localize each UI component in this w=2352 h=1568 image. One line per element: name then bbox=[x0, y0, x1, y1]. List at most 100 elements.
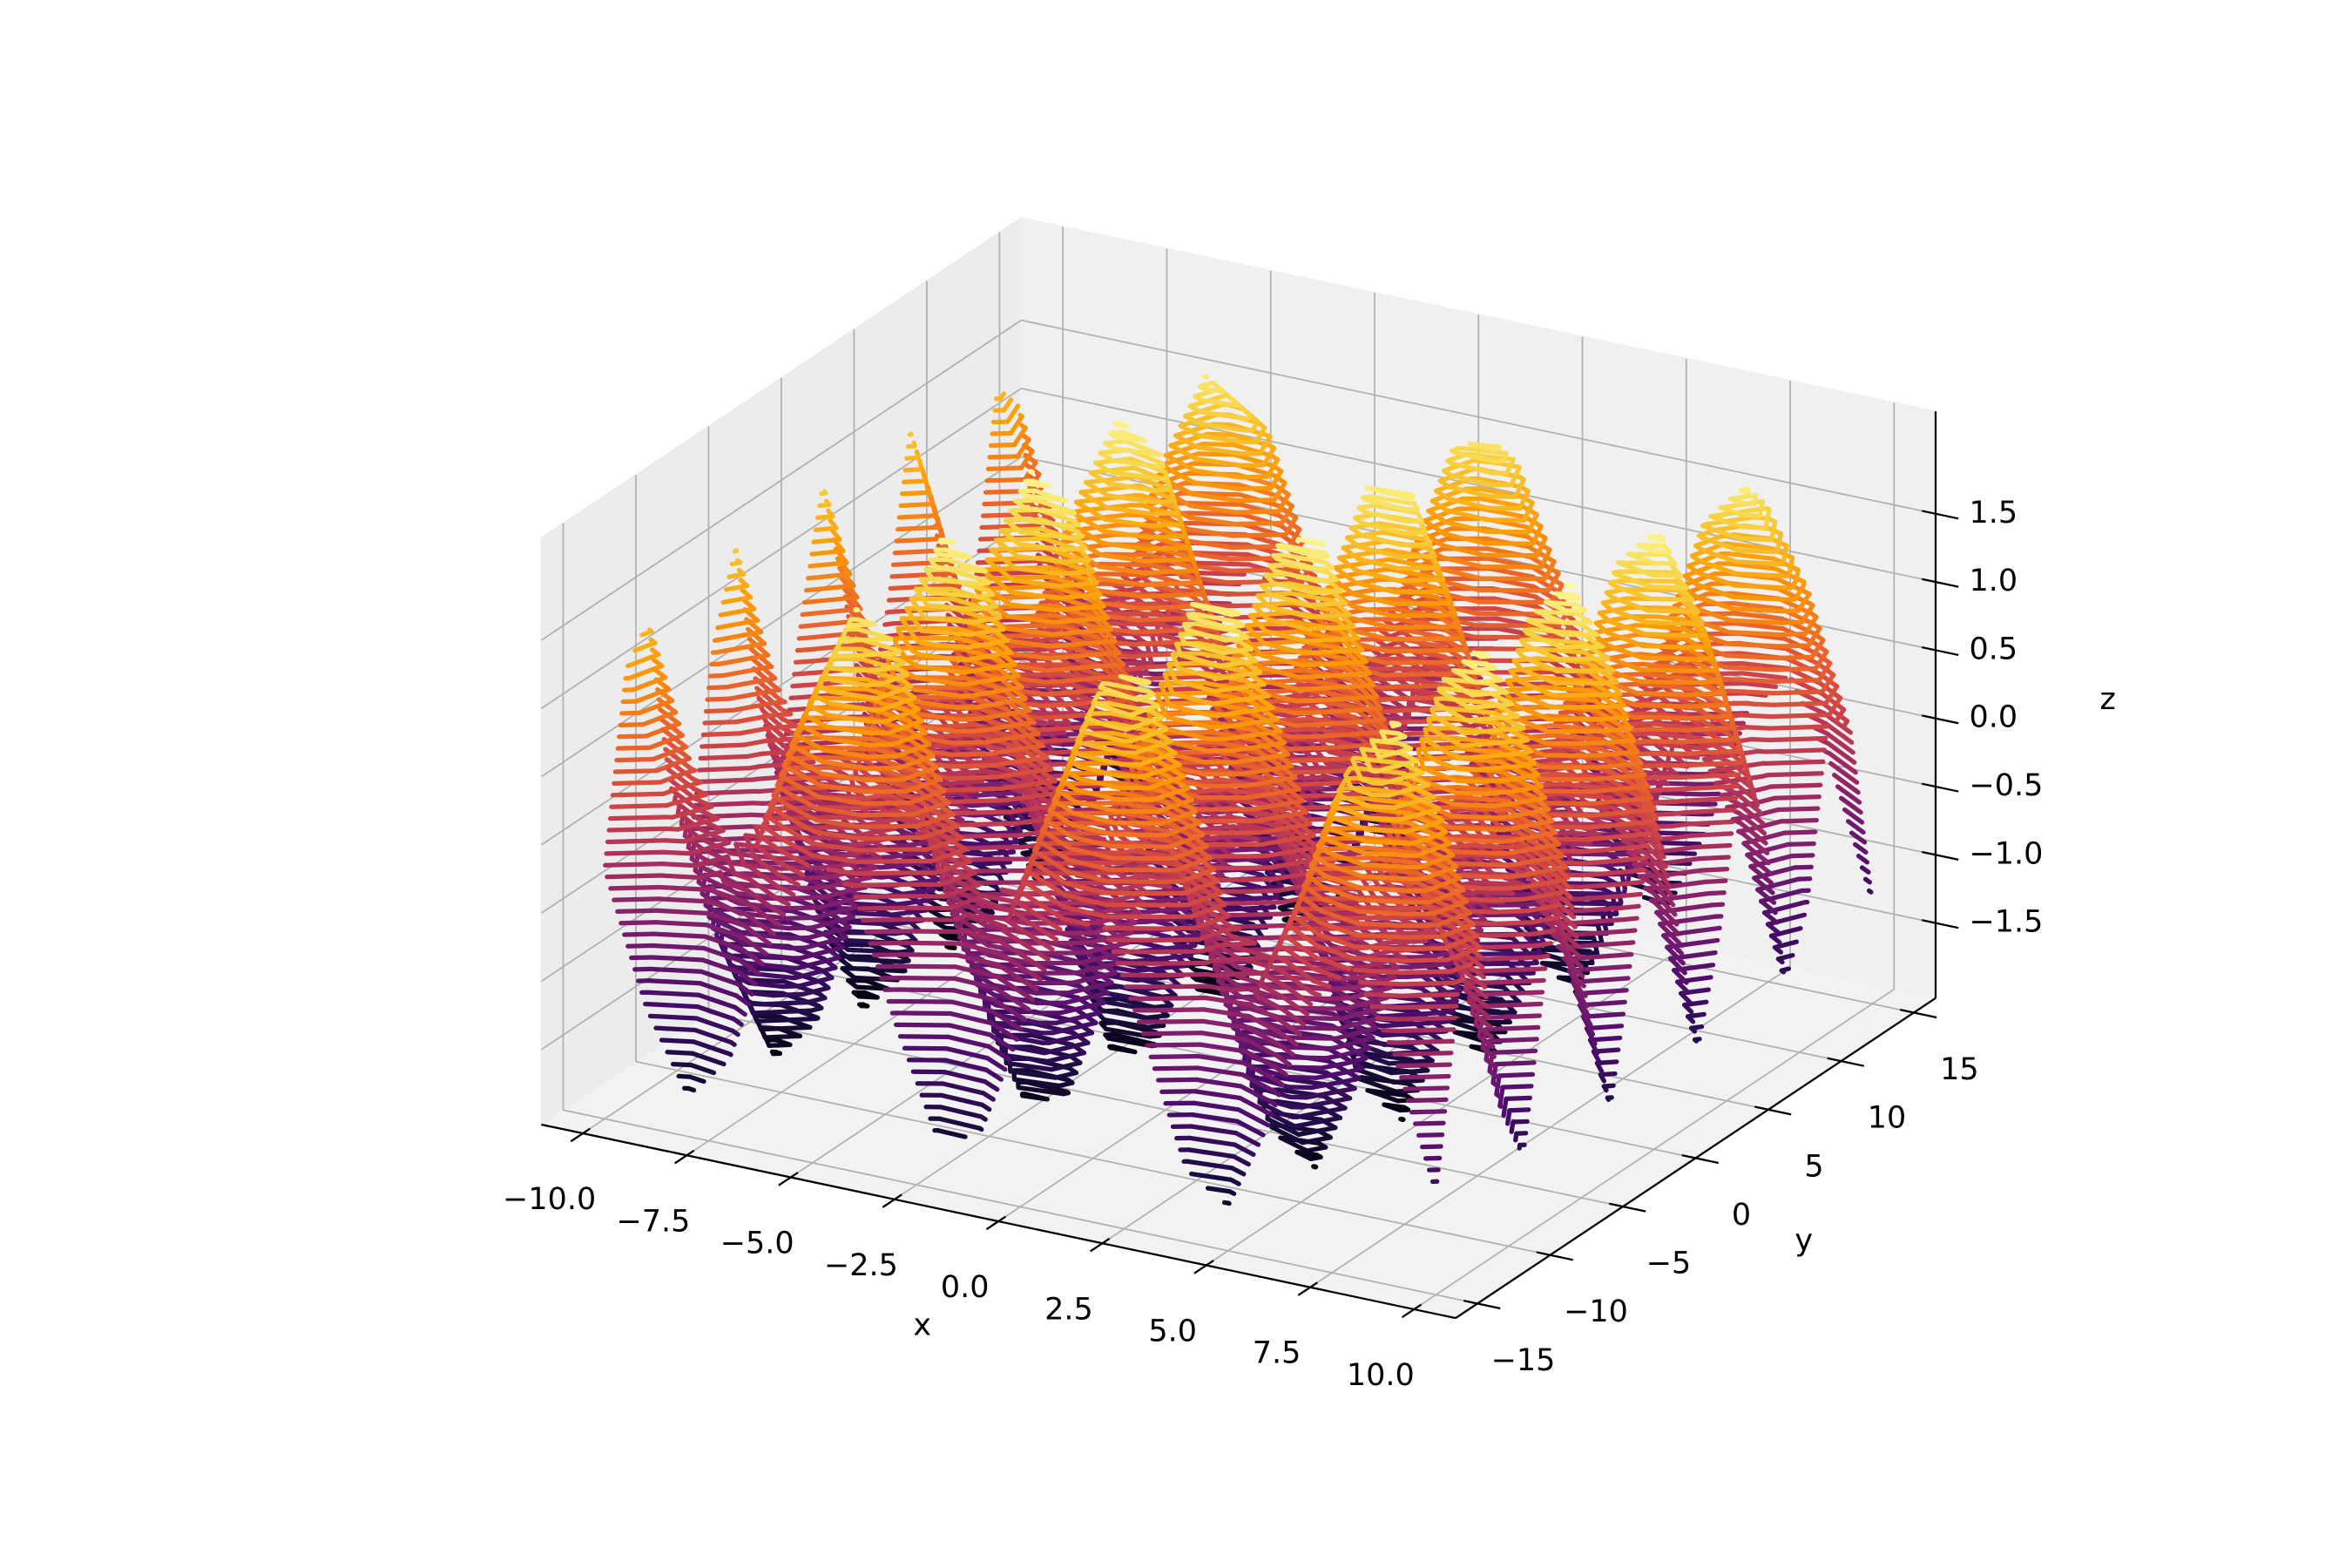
contour-segment bbox=[1729, 606, 1786, 614]
contour-segment bbox=[817, 502, 832, 509]
y-tick-label: 10 bbox=[1868, 1101, 1907, 1136]
z-tick bbox=[1922, 714, 1959, 725]
contour-segment bbox=[1442, 531, 1488, 546]
contour-segment bbox=[1845, 819, 1866, 835]
contour-segment bbox=[1235, 485, 1274, 491]
contour-segment bbox=[1438, 566, 1484, 581]
contour-segment bbox=[1478, 496, 1526, 510]
contour-segment bbox=[1143, 1013, 1170, 1021]
contour-segment bbox=[1429, 498, 1450, 513]
contour-segment bbox=[1108, 470, 1159, 481]
z-tick-label: 1.0 bbox=[1969, 564, 2017, 598]
contour-segment bbox=[1772, 556, 1801, 572]
contour-segment bbox=[1451, 449, 1497, 464]
contour-segment bbox=[1265, 457, 1281, 479]
contour-segment bbox=[1693, 842, 1733, 850]
contour-segment bbox=[808, 560, 849, 569]
contour-segment bbox=[1443, 635, 1465, 641]
contour-segment bbox=[1679, 760, 1743, 768]
contour-segment bbox=[1683, 725, 1736, 733]
contour-segment bbox=[751, 1008, 814, 1016]
contour-segment bbox=[793, 659, 815, 665]
contour-segment bbox=[1099, 540, 1150, 552]
contour-segment bbox=[1495, 625, 1527, 636]
contour-segment bbox=[1691, 731, 1742, 737]
contour-segment bbox=[1140, 580, 1203, 587]
contour-segment bbox=[1254, 425, 1267, 444]
y-tick bbox=[1827, 1057, 1864, 1067]
contour-segment bbox=[1224, 904, 1277, 912]
contour-segment bbox=[1288, 677, 1309, 684]
contour-segment bbox=[1784, 656, 1822, 676]
contour-segment bbox=[1686, 819, 1735, 827]
contour-segment bbox=[1257, 434, 1273, 456]
contour-segment bbox=[1181, 562, 1232, 573]
contour-segment bbox=[1138, 604, 1201, 612]
contour-segment bbox=[1725, 641, 1781, 649]
contour-segment bbox=[1132, 641, 1146, 647]
contour-segment bbox=[1397, 553, 1437, 559]
contour-segment bbox=[1517, 489, 1531, 511]
contour-segment bbox=[1272, 480, 1288, 503]
contour-segment bbox=[800, 606, 863, 618]
contour-segment bbox=[980, 511, 1037, 518]
contour-segment bbox=[1145, 1023, 1166, 1030]
contour-segment bbox=[1456, 445, 1509, 456]
contour-segment bbox=[1652, 739, 1686, 745]
x-tick bbox=[1401, 1303, 1423, 1319]
contour-segment bbox=[1779, 968, 1787, 975]
contour-segment bbox=[1772, 794, 1821, 801]
contour-segment bbox=[1390, 612, 1451, 618]
contour-segment bbox=[980, 860, 1013, 867]
grid-line bbox=[635, 1060, 1551, 1256]
grid-line bbox=[563, 1109, 1478, 1305]
contour-segment bbox=[1205, 589, 1229, 597]
grid-line bbox=[540, 388, 1022, 709]
contour-segment bbox=[1385, 659, 1445, 666]
contour-segment bbox=[1110, 457, 1160, 470]
contour-segment bbox=[1740, 512, 1762, 518]
contour-segment bbox=[849, 966, 906, 974]
contour-segment bbox=[1398, 695, 1441, 701]
z-tick bbox=[1922, 919, 1959, 929]
x-tick-label: 0.0 bbox=[941, 1270, 990, 1305]
contour-segment bbox=[1779, 619, 1805, 625]
contour-segment bbox=[894, 536, 945, 544]
contour-segment bbox=[1125, 616, 1141, 623]
contour-segment bbox=[781, 983, 802, 990]
contour-segment bbox=[1434, 488, 1451, 502]
contour-segment bbox=[1191, 480, 1240, 491]
contour-segment bbox=[1855, 854, 1870, 865]
contour-segment bbox=[1379, 684, 1399, 691]
contour-segment bbox=[901, 478, 928, 484]
contour-segment bbox=[1467, 441, 1498, 452]
contour-segment bbox=[1375, 707, 1408, 715]
contour-segment bbox=[1696, 855, 1731, 862]
x-tick bbox=[778, 1172, 799, 1186]
contour-segment bbox=[1436, 578, 1483, 593]
contour-segment bbox=[1560, 890, 1619, 897]
contour-segment bbox=[1189, 491, 1240, 504]
contour-segment bbox=[1681, 737, 1740, 745]
contour-segment bbox=[1183, 413, 1202, 427]
grid-line bbox=[708, 1012, 1624, 1207]
contour-segment bbox=[1722, 665, 1779, 672]
contour-segment bbox=[1195, 451, 1238, 457]
contour-segment bbox=[1679, 795, 1739, 804]
contour-segment bbox=[1689, 831, 1734, 838]
contour-segment bbox=[1011, 681, 1072, 687]
contour-segment bbox=[990, 430, 1014, 436]
contour-segment bbox=[988, 443, 1017, 449]
contour-segment bbox=[1151, 498, 1177, 504]
contour-segment bbox=[698, 754, 750, 761]
contour-segment bbox=[1038, 713, 1075, 720]
contour-segment bbox=[848, 956, 903, 964]
contour-segment bbox=[1772, 939, 1800, 950]
contour-segment bbox=[1063, 545, 1088, 552]
contour-segment bbox=[1434, 601, 1480, 617]
contour-segment bbox=[1446, 496, 1491, 511]
contour-segment bbox=[890, 559, 952, 567]
contour-segment bbox=[828, 942, 853, 962]
contour-segment bbox=[1447, 484, 1493, 499]
contour-segment bbox=[1567, 840, 1593, 847]
